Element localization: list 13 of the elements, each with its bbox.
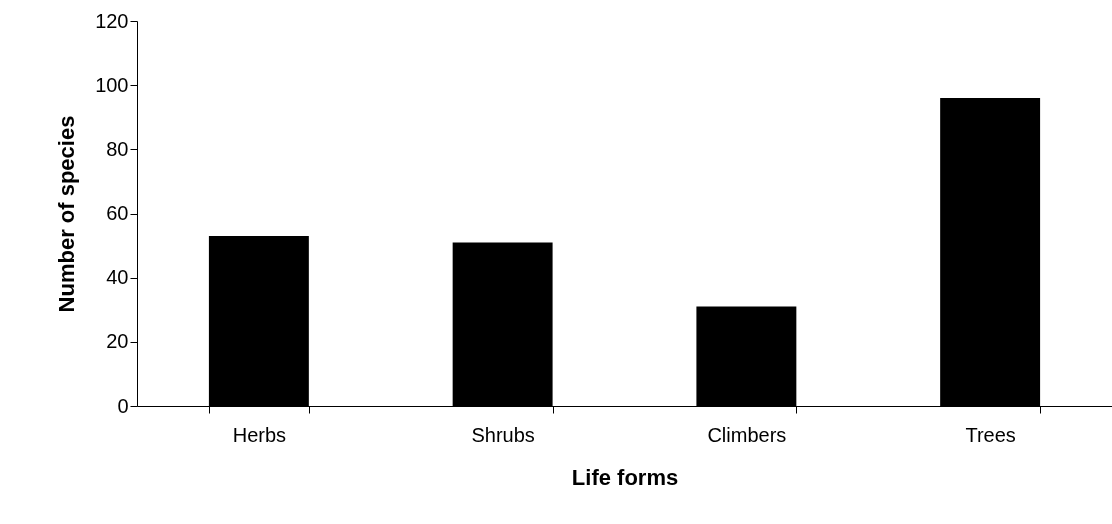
x-tick-label: Trees [965,423,1016,446]
x-tick-label: Herbs [232,423,287,446]
x-tick-label: Shrubs [471,423,535,446]
y-tick-label: 120 [95,9,129,32]
y-tick-label: 20 [106,330,129,353]
y-axis-title: Number of species [54,115,80,313]
y-tick-label: 80 [106,137,129,160]
y-tick-label: 40 [106,266,129,289]
y-tick-label: 60 [106,202,129,224]
y-tick-label: 100 [95,73,129,96]
y-tick-label: 0 [117,394,129,417]
x-tick-label: Climbers [707,423,787,446]
x-axis-title: Life forms [571,464,679,490]
